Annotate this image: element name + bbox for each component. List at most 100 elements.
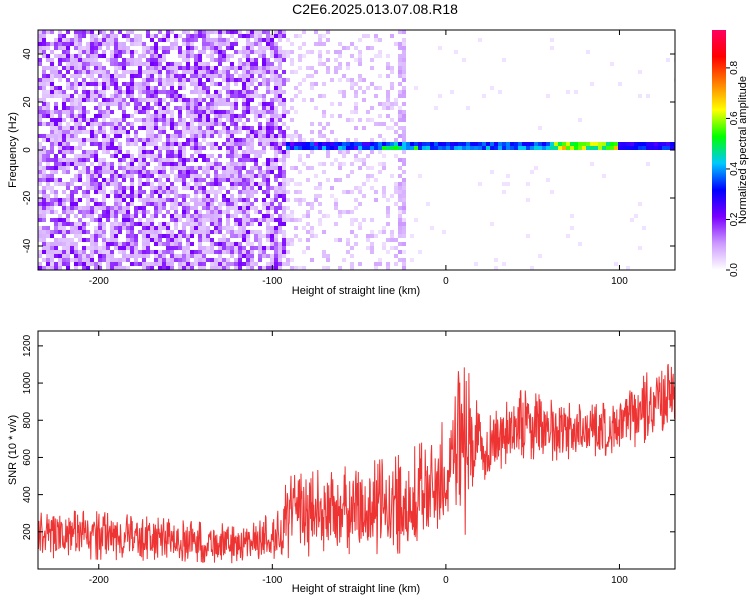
spectrogram-cell: [194, 130, 198, 134]
spectrogram-cell: [202, 170, 206, 174]
spectrogram-cell: [190, 254, 194, 258]
spectrogram-cell: [206, 210, 210, 214]
spectrogram-cell: [234, 174, 238, 178]
spectrogram-cell: [130, 254, 134, 258]
spectrogram-cell: [254, 130, 258, 134]
spectrogram-cell: [46, 210, 50, 214]
spectrogram-cell: [342, 210, 346, 214]
spectrogram-cell: [174, 202, 178, 206]
spectrogram-cell: [202, 46, 206, 50]
spectrogram-cell: [178, 34, 182, 38]
spectrogram-cell: [370, 82, 374, 86]
spectrogram-cell: [90, 98, 94, 102]
spectrogram-cell: [50, 202, 54, 206]
spectrogram-cell: [206, 218, 210, 222]
spectrogram-cell: [166, 38, 170, 42]
spectrogram-cell: [126, 206, 130, 210]
spectrogram-cell: [38, 162, 42, 166]
spectrogram-cell: [126, 266, 130, 270]
spectrogram-cell: [130, 182, 134, 186]
spectrogram-cell: [106, 102, 110, 106]
spectrogram-cell: [498, 142, 502, 146]
spectrogram-cell: [102, 250, 106, 254]
spectrogram-cell: [150, 230, 154, 234]
spectrogram-cell: [54, 222, 58, 226]
spectrogram-cell: [186, 30, 190, 34]
spectrogram-cell: [294, 146, 298, 150]
spectrogram-cell: [282, 242, 286, 246]
spectrogram-cell: [494, 142, 498, 146]
spectrogram-cell: [166, 46, 170, 50]
spectrogram-cell: [102, 38, 106, 42]
spectrogram-cell: [42, 86, 46, 90]
spectrogram-cell: [94, 130, 98, 134]
spectrogram-cell: [222, 78, 226, 82]
spectrogram-cell: [278, 66, 282, 70]
spectrogram-cell: [402, 58, 406, 62]
spectrogram-cell: [134, 74, 138, 78]
spectrogram-cell: [194, 158, 198, 162]
spectrogram-cell: [262, 134, 266, 138]
spectrogram-cell: [130, 262, 134, 266]
spectrogram-cell: [98, 102, 102, 106]
spectrogram-cell: [402, 126, 406, 130]
spectrogram-cell: [262, 82, 266, 86]
spectrogram-cell: [122, 178, 126, 182]
spectrogram-cell: [46, 154, 50, 158]
spectrogram-cell: [410, 142, 414, 146]
spectrogram-cell: [178, 62, 182, 66]
spectrogram-cell: [250, 126, 254, 130]
spectrogram-cell: [226, 98, 230, 102]
spectrogram-cell: [390, 238, 394, 242]
spectrogram-cell: [102, 178, 106, 182]
spectrogram-cell: [282, 162, 286, 166]
spectrogram-cell: [90, 122, 94, 126]
spectrogram-cell: [110, 254, 114, 258]
spectrogram-cell: [286, 146, 290, 150]
spectrogram-cell: [138, 58, 142, 62]
spectrogram-cell: [146, 182, 150, 186]
spectrogram-cell: [74, 254, 78, 258]
spectrogram-cell: [262, 66, 266, 70]
spectrogram-cell: [338, 66, 342, 70]
spectrogram-cell: [450, 146, 454, 150]
spectrogram-cell: [110, 242, 114, 246]
spectrogram-cell: [226, 110, 230, 114]
spectrogram-cell: [370, 106, 374, 110]
spectrogram-cell: [334, 202, 338, 206]
spectrogram-cell: [398, 206, 402, 210]
spectrogram-cell: [110, 214, 114, 218]
spectrogram-cell: [258, 166, 262, 170]
spectrogram-cell: [98, 190, 102, 194]
spectrogram-cell: [250, 62, 254, 66]
spectrogram-cell: [550, 146, 554, 150]
spectrogram-cell: [258, 70, 262, 74]
spectrogram-cell: [86, 258, 90, 262]
spectrogram-cell: [214, 170, 218, 174]
spectrogram-cell: [90, 62, 94, 66]
spectrogram-cell: [210, 78, 214, 82]
spectrogram-cell: [114, 154, 118, 158]
spectrogram-cell: [290, 98, 294, 102]
spectrogram-cell: [246, 98, 250, 102]
spectrogram-cell: [162, 82, 166, 86]
spectrogram-cell: [42, 178, 46, 182]
spectrogram-cell: [46, 258, 50, 262]
spectrogram-cell: [226, 242, 230, 246]
spectrogram-cell: [198, 190, 202, 194]
spectrogram-cell: [194, 250, 198, 254]
spectrogram-cell: [274, 206, 278, 210]
spectrogram-cell: [82, 110, 86, 114]
spectrogram-cell: [246, 146, 250, 150]
spectrogram-cell: [158, 58, 162, 62]
spectrogram-cell: [478, 146, 482, 150]
spectrogram-cell: [150, 70, 154, 74]
spectrogram-cell: [166, 198, 170, 202]
spectrogram-cell: [398, 258, 402, 262]
spectrogram-cell: [358, 226, 362, 230]
spectrogram-cell: [234, 42, 238, 46]
spectrogram-cell: [62, 258, 66, 262]
spectrogram-cell: [238, 58, 242, 62]
spectrogram-cell: [402, 94, 406, 98]
spectrogram-cell: [198, 250, 202, 254]
